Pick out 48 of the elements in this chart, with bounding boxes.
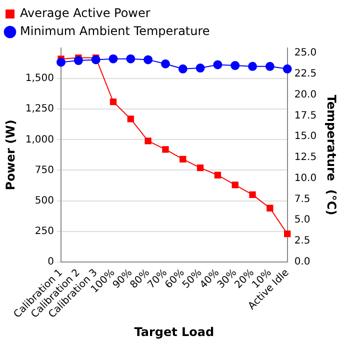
point xyxy=(265,62,274,71)
y-tick-label: 0 xyxy=(48,256,54,268)
y2-tick-label: 7.5 xyxy=(294,194,310,205)
point xyxy=(144,138,152,144)
y-tick-label: 1,250 xyxy=(25,104,54,115)
point xyxy=(74,56,83,66)
point xyxy=(180,156,186,163)
y2-tick-label: 5.0 xyxy=(294,214,310,226)
point xyxy=(108,54,118,64)
point xyxy=(127,116,134,122)
point xyxy=(91,55,100,64)
legend-label: Minimum Ambient Temperature xyxy=(20,24,210,38)
y-axis-title: Power (W) xyxy=(3,120,18,190)
y2-tick-label: 20.0 xyxy=(294,89,317,100)
y-tick-label: 1,000 xyxy=(25,134,54,146)
y2-tick-label: 0.0 xyxy=(294,256,310,268)
y-tick-label: 250 xyxy=(34,226,54,237)
y2-tick-label: 2.5 xyxy=(294,236,310,247)
y-tick-label: 750 xyxy=(34,164,54,176)
point xyxy=(282,64,292,74)
point xyxy=(110,98,117,106)
point xyxy=(230,61,240,70)
point xyxy=(126,54,136,64)
y2-tick-label: 12.5 xyxy=(294,152,317,164)
point xyxy=(284,230,291,238)
y2-tick-label: 15.0 xyxy=(294,131,317,142)
point xyxy=(196,64,205,73)
point xyxy=(232,182,238,188)
point xyxy=(160,59,170,68)
point xyxy=(56,58,66,67)
point xyxy=(248,62,258,71)
point xyxy=(178,64,188,74)
y-tick-label: 1,500 xyxy=(25,73,54,84)
point xyxy=(162,146,169,153)
point xyxy=(144,55,153,64)
y2-axis-title: Temperature (°C) xyxy=(324,94,339,216)
y2-tick-label: 25.0 xyxy=(294,48,317,59)
point xyxy=(266,204,274,212)
y2-tick-label: 17.5 xyxy=(294,110,317,122)
y2-tick-label: 22.5 xyxy=(294,68,317,80)
x-axis-title: Target Load xyxy=(134,324,214,339)
point xyxy=(196,164,204,172)
legend-label: Average Active Power xyxy=(20,6,150,20)
point xyxy=(249,191,256,198)
y2-tick-label: 10.0 xyxy=(294,172,317,184)
y-tick-label: 500 xyxy=(34,195,54,206)
point xyxy=(214,172,222,178)
point xyxy=(213,60,222,70)
